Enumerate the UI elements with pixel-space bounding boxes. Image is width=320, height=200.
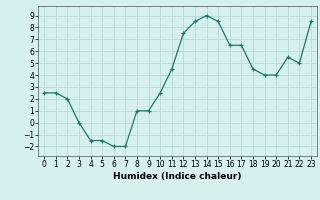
X-axis label: Humidex (Indice chaleur): Humidex (Indice chaleur) <box>113 172 242 181</box>
